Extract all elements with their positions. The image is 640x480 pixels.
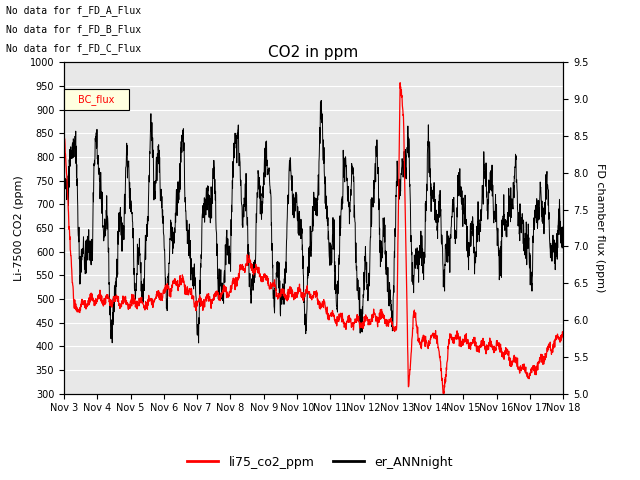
Title: CO2 in ppm: CO2 in ppm [268,45,359,60]
Y-axis label: Li-7500 CO2 (ppm): Li-7500 CO2 (ppm) [14,175,24,281]
Text: BC_flux: BC_flux [78,94,115,105]
Text: No data for f_FD_B_Flux: No data for f_FD_B_Flux [6,24,141,35]
Text: No data for f_FD_A_Flux: No data for f_FD_A_Flux [6,5,141,16]
FancyBboxPatch shape [64,89,129,110]
Text: No data for f_FD_C_Flux: No data for f_FD_C_Flux [6,43,141,54]
Legend: li75_co2_ppm, er_ANNnight: li75_co2_ppm, er_ANNnight [182,451,458,474]
Y-axis label: FD chamber flux (ppm): FD chamber flux (ppm) [595,163,605,293]
